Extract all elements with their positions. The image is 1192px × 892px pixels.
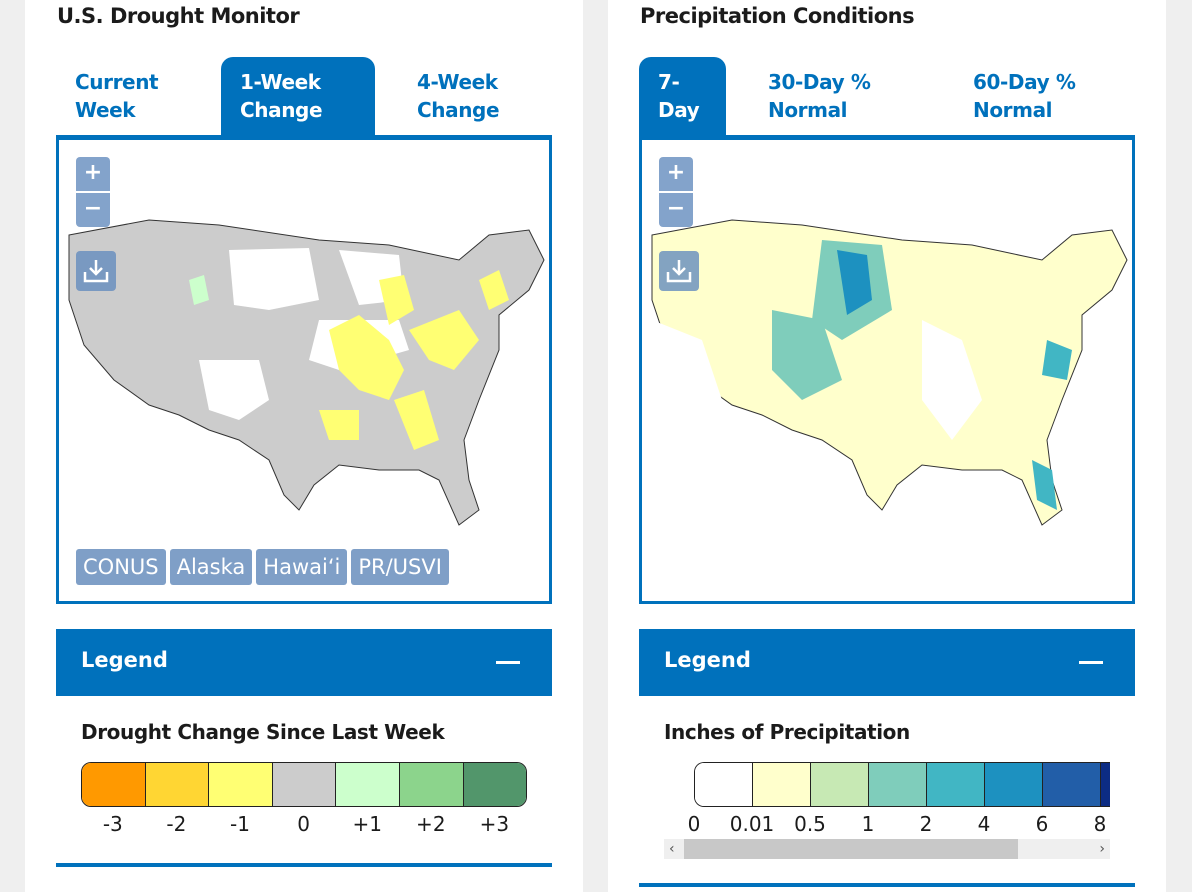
legend-swatch (695, 763, 753, 806)
precipitation-card: Precipitation Conditions 7-Day 30-Day % … (608, 0, 1166, 892)
drought-map[interactable]: + − CONUS Alaska Hawai‘i PR/USVI (56, 137, 552, 604)
legend-tick-label: +1 (352, 812, 382, 836)
download-icon (666, 260, 692, 283)
minus-icon (1079, 661, 1103, 664)
teal-region (1042, 340, 1072, 380)
legend-swatch (463, 763, 526, 806)
legend-toggle[interactable]: Legend (56, 629, 552, 696)
yellow-region (394, 390, 439, 450)
zoom-out-button[interactable]: − (76, 193, 110, 227)
tab-1-week-change[interactable]: 1-Week Change (221, 57, 375, 137)
green-region (189, 275, 209, 305)
drought-monitor-card: U.S. Drought Monitor Current Week 1-Week… (25, 0, 583, 892)
conus-outline (651, 219, 1128, 526)
region-conus-button[interactable]: CONUS (76, 549, 166, 585)
legend-swatch (927, 763, 985, 806)
white-region (229, 248, 319, 310)
minus-icon (496, 661, 520, 664)
precip-tabs: 7-Day 30-Day % Normal 60-Day % Normal (639, 57, 1135, 139)
region-buttons: CONUS Alaska Hawai‘i PR/USVI (76, 549, 449, 585)
card-title: Precipitation Conditions (640, 4, 915, 28)
legend-tick-label: 6 (1035, 812, 1049, 836)
legend-swatch (1043, 763, 1101, 806)
legend-swatch (869, 763, 927, 806)
zoom-out-button[interactable]: − (659, 193, 693, 227)
legend-swatch (1101, 763, 1110, 806)
card-title: U.S. Drought Monitor (57, 4, 300, 28)
legend-tick-label: 2 (919, 812, 933, 836)
precipitation-scale (694, 762, 1110, 807)
yellow-region (379, 275, 414, 325)
scroll-left-arrow[interactable]: ‹ (669, 841, 675, 857)
region-alaska-button[interactable]: Alaska (169, 549, 253, 585)
legend-tick-label: 0 (687, 812, 701, 836)
legend-tick-label: 0 (297, 812, 310, 836)
blue-region (837, 250, 872, 315)
legend-swatch (753, 763, 811, 806)
legend-swatch (209, 763, 273, 806)
precipitation-map-image (651, 219, 1128, 526)
legend-header: Legend (664, 648, 751, 672)
teal-region (772, 310, 842, 400)
conus-outline (68, 219, 545, 526)
download-button[interactable] (659, 251, 699, 291)
legend-swatch (811, 763, 869, 806)
legend-title: Drought Change Since Last Week (81, 720, 445, 744)
tab-30-day-normal[interactable]: 30-Day % Normal (768, 70, 871, 122)
region-pr-usvi-button[interactable]: PR/USVI (351, 549, 449, 585)
legend-swatch (82, 763, 146, 806)
teal-region (1032, 460, 1057, 510)
legend-swatch (272, 763, 337, 806)
section-divider (56, 863, 552, 867)
white-region (199, 360, 269, 420)
yellow-region (409, 310, 479, 370)
legend-tick-label: 0.01 (729, 812, 775, 836)
legend-tick-label: 1 (861, 812, 875, 836)
tab-current-week[interactable]: Current Week (75, 70, 159, 122)
white-region (652, 320, 722, 400)
legend-tick-label: -1 (230, 812, 250, 836)
legend-tick-label: +2 (416, 812, 446, 836)
zoom-in-button[interactable]: + (76, 157, 110, 191)
tab-4-week-change[interactable]: 4-Week Change (417, 70, 500, 122)
legend-scrollbar[interactable]: ‹ › (664, 839, 1110, 859)
legend-swatch (145, 763, 210, 806)
legend-tick-label: -3 (102, 812, 123, 836)
white-region (922, 320, 982, 440)
drought-map-image (68, 219, 545, 526)
tab-7-day[interactable]: 7-Day (639, 57, 726, 137)
legend-title: Inches of Precipitation (664, 720, 910, 744)
yellow-region (319, 410, 359, 440)
region-hawaii-button[interactable]: Hawai‘i (256, 549, 348, 585)
drought-tabs: Current Week 1-Week Change 4-Week Change (56, 57, 552, 139)
scroll-right-arrow[interactable]: › (1099, 841, 1105, 857)
zoom-in-button[interactable]: + (659, 157, 693, 191)
legend-header: Legend (81, 648, 168, 672)
legend-swatch (336, 763, 400, 806)
section-divider (639, 883, 1135, 887)
legend-swatch (399, 763, 464, 806)
download-button[interactable] (76, 251, 116, 291)
legend-tick-label: 8 (1093, 812, 1107, 836)
yellow-region (479, 270, 509, 310)
drought-change-scale (81, 762, 527, 807)
legend-tick-label: 0.5 (794, 812, 826, 836)
legend-tick-label: -2 (166, 812, 187, 836)
legend-tick-label: +3 (479, 812, 510, 836)
legend-toggle[interactable]: Legend (639, 629, 1135, 696)
legend-tick-label: 4 (977, 812, 991, 836)
tab-60-day-normal[interactable]: 60-Day % Normal (973, 70, 1076, 122)
download-icon (83, 260, 109, 283)
scrollbar-thumb[interactable] (684, 839, 1018, 859)
precipitation-map[interactable]: + − (639, 137, 1135, 604)
legend-swatch (985, 763, 1043, 806)
yellow-region (329, 315, 404, 400)
